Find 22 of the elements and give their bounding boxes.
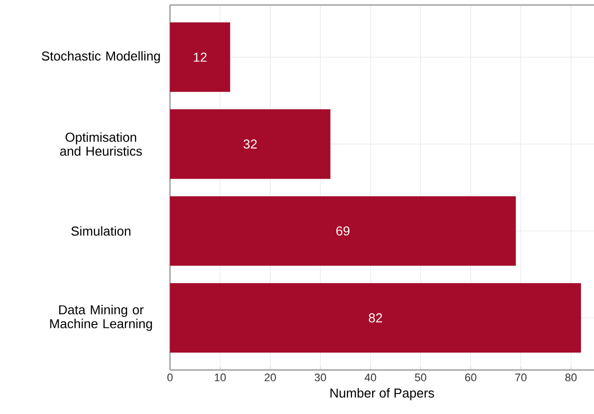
y-tick-label: Optimisation and Heuristics — [60, 132, 142, 156]
x-tick-label: 50 — [414, 374, 426, 382]
x-tick-label: 0 — [167, 374, 173, 382]
bar — [170, 196, 516, 266]
data-label: 82 — [368, 313, 382, 322]
x-tick-label: 60 — [465, 374, 476, 382]
x-tick-label: 80 — [565, 374, 577, 382]
x-tick-label: 20 — [264, 374, 276, 382]
y-tick-label: Stochastic Modelling — [42, 51, 160, 64]
y-tick-label: Simulation — [71, 226, 130, 236]
bar — [170, 109, 330, 179]
data-label: 69 — [336, 226, 350, 236]
x-tick-label: 40 — [364, 374, 376, 382]
data-label: 12 — [194, 52, 207, 62]
x-tick-label: 70 — [515, 374, 526, 382]
bar — [170, 283, 581, 353]
bar — [170, 22, 230, 92]
x-tick-label: 10 — [214, 374, 226, 382]
x-axis-title: Number of Papers — [330, 388, 434, 400]
data-label: 32 — [243, 139, 257, 149]
y-tick-label: Data Mining or Machine Learning — [50, 304, 152, 331]
x-tick-label: 30 — [314, 374, 326, 382]
